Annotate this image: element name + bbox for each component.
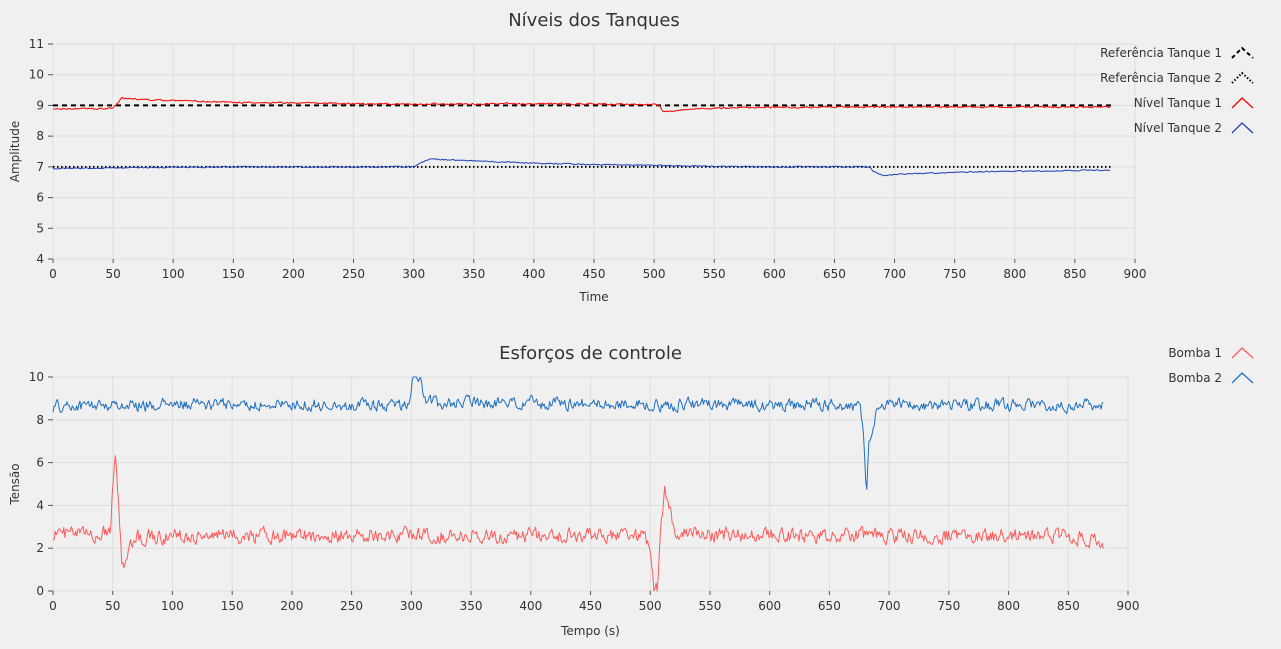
y-tick-label: 10 xyxy=(29,370,44,384)
y-tick-label: 4 xyxy=(36,252,44,266)
x-tick-label: 550 xyxy=(698,599,721,613)
legend-label: Referência Tanque 2 xyxy=(1100,71,1222,85)
x-axis-label: Tempo (s) xyxy=(560,624,620,638)
x-tick-label: 900 xyxy=(1117,599,1140,613)
x-tick-label: 850 xyxy=(1063,267,1086,281)
x-tick-label: 0 xyxy=(49,267,57,281)
legend-swatch xyxy=(1231,97,1254,109)
chart-title: Esforços de controle xyxy=(499,343,682,364)
x-tick-label: 800 xyxy=(997,599,1020,613)
legend-label: Bomba 1 xyxy=(1168,346,1222,360)
x-tick-label: 550 xyxy=(703,267,726,281)
x-tick-label: 300 xyxy=(402,267,425,281)
y-tick-label: 5 xyxy=(36,221,44,235)
x-tick-label: 700 xyxy=(883,267,906,281)
y-tick-label: 8 xyxy=(36,129,44,143)
x-tick-label: 800 xyxy=(1003,267,1026,281)
x-tick-label: 250 xyxy=(340,599,363,613)
y-tick-label: 4 xyxy=(36,498,44,512)
x-tick-label: 500 xyxy=(639,599,662,613)
x-tick-label: 350 xyxy=(462,267,485,281)
x-tick-label: 400 xyxy=(519,599,542,613)
x-tick-label: 200 xyxy=(280,599,303,613)
x-tick-label: 750 xyxy=(937,599,960,613)
x-tick-label: 750 xyxy=(943,267,966,281)
y-tick-label: 8 xyxy=(36,413,44,427)
x-tick-label: 600 xyxy=(763,267,786,281)
chart-2: 0 50 100 150 200 250 300 350 400 450 500 550 600 650 7… xyxy=(8,343,1254,638)
y-axis-label: Tensão xyxy=(8,463,22,505)
x-tick-label: 250 xyxy=(342,267,365,281)
x-tick-label: 650 xyxy=(823,267,846,281)
x-tick-label: 600 xyxy=(758,599,781,613)
x-tick-label: 400 xyxy=(522,267,545,281)
y-tick-label: 6 xyxy=(36,456,44,470)
series-line-3 xyxy=(53,97,1111,113)
y-tick-label: 7 xyxy=(36,160,44,174)
x-tick-label: 300 xyxy=(400,599,423,613)
x-tick-label: 900 xyxy=(1124,267,1147,281)
y-tick-label: 11 xyxy=(29,37,44,51)
legend-swatch xyxy=(1231,71,1254,84)
x-tick-label: 200 xyxy=(282,267,305,281)
legend-swatch xyxy=(1231,347,1254,359)
legend-label: Referência Tanque 1 xyxy=(1100,46,1222,60)
chart-1: 0 50 100 150 200 250 300 350 400 450 500 550 600 650 7… xyxy=(8,10,1254,304)
legend-swatch xyxy=(1231,122,1254,134)
x-tick-label: 100 xyxy=(162,267,185,281)
y-axis-label: Amplitude xyxy=(8,121,22,183)
x-tick-label: 150 xyxy=(222,267,245,281)
y-tick-label: 10 xyxy=(29,68,44,82)
legend-label: Nível Tanque 1 xyxy=(1134,96,1222,110)
x-tick-label: 100 xyxy=(161,599,184,613)
chart-title: Níveis dos Tanques xyxy=(508,10,680,31)
y-tick-label: 0 xyxy=(36,584,44,598)
x-tick-label: 450 xyxy=(583,267,606,281)
x-axis-label: Time xyxy=(578,290,608,304)
series-line-4 xyxy=(52,158,1111,177)
legend-swatch xyxy=(1231,372,1254,384)
y-tick-label: 2 xyxy=(36,541,44,555)
x-tick-label: 850 xyxy=(1057,599,1080,613)
series-line-2 xyxy=(52,376,1104,490)
x-tick-label: 350 xyxy=(460,599,483,613)
x-tick-label: 0 xyxy=(49,599,57,613)
x-tick-label: 150 xyxy=(221,599,244,613)
legend-label: Bomba 2 xyxy=(1168,371,1222,385)
y-tick-label: 9 xyxy=(36,98,44,112)
x-tick-label: 650 xyxy=(818,599,841,613)
x-tick-label: 50 xyxy=(105,599,120,613)
legend-label: Nível Tanque 2 xyxy=(1134,121,1222,135)
legend-swatch xyxy=(1231,46,1254,59)
x-tick-label: 450 xyxy=(579,599,602,613)
x-tick-label: 500 xyxy=(643,267,666,281)
x-tick-label: 50 xyxy=(105,267,120,281)
series-line-1 xyxy=(52,455,1104,592)
y-tick-label: 6 xyxy=(36,191,44,205)
x-tick-label: 700 xyxy=(878,599,901,613)
